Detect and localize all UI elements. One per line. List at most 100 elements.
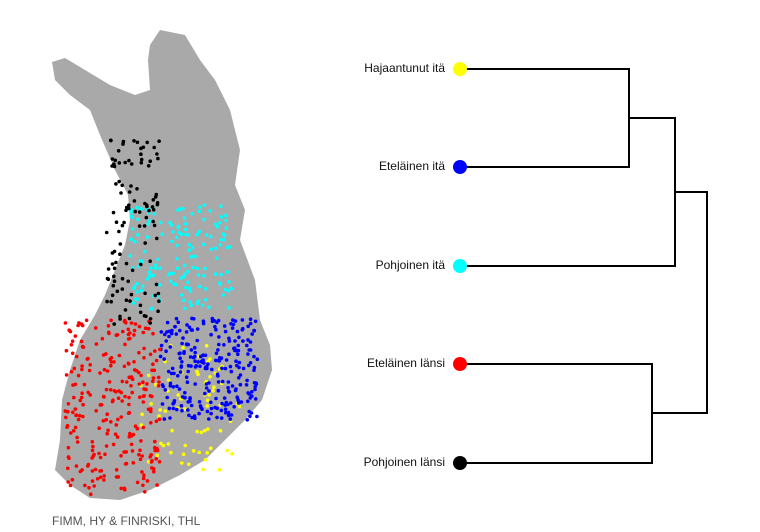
map-dot bbox=[91, 454, 96, 458]
map-dot bbox=[152, 223, 157, 228]
map-dot bbox=[140, 412, 144, 417]
map-dot bbox=[190, 245, 195, 250]
map-dot bbox=[117, 161, 122, 165]
map-dot bbox=[222, 233, 227, 238]
map-dot bbox=[225, 448, 229, 453]
map-dot bbox=[67, 456, 71, 461]
map-dot bbox=[144, 314, 148, 319]
map-dot bbox=[195, 338, 199, 343]
map-dot bbox=[181, 336, 185, 340]
map-dot bbox=[117, 389, 121, 393]
map-dot bbox=[176, 393, 180, 397]
map-dot bbox=[144, 387, 148, 392]
map-dot bbox=[63, 321, 68, 325]
map-dot bbox=[112, 266, 117, 271]
map-dot bbox=[145, 140, 149, 145]
map-dot bbox=[182, 263, 187, 268]
map-dot bbox=[98, 455, 103, 460]
map-dot bbox=[201, 467, 205, 472]
map-dot bbox=[146, 373, 151, 378]
map-dot bbox=[223, 366, 228, 371]
map-dot bbox=[106, 267, 111, 271]
map-dot bbox=[202, 428, 207, 433]
map-dot bbox=[129, 292, 134, 297]
map-dot bbox=[137, 350, 141, 355]
map-dot bbox=[252, 368, 256, 373]
map-dot bbox=[158, 347, 162, 352]
map-dot bbox=[111, 283, 116, 288]
map-dot bbox=[138, 448, 142, 453]
map-dot bbox=[229, 413, 234, 417]
map-dot bbox=[109, 299, 113, 304]
map-dot bbox=[178, 356, 182, 361]
map-dot bbox=[209, 411, 213, 416]
map-dot bbox=[132, 360, 136, 364]
map-dot bbox=[136, 217, 140, 222]
map-dot bbox=[135, 205, 140, 210]
map-dot bbox=[175, 384, 179, 389]
map-dot bbox=[140, 284, 145, 288]
map-dot bbox=[105, 299, 109, 304]
map-dot bbox=[79, 395, 84, 400]
map-dot bbox=[226, 410, 231, 415]
map-dot bbox=[141, 483, 145, 488]
map-dot bbox=[169, 331, 174, 336]
map-dot bbox=[238, 373, 243, 377]
map-dot bbox=[106, 428, 110, 433]
map-dot bbox=[180, 293, 184, 297]
map-dot bbox=[142, 356, 146, 360]
map-dot bbox=[90, 479, 95, 483]
map-dot bbox=[253, 385, 257, 389]
group-marker bbox=[453, 62, 467, 76]
map-dot bbox=[114, 423, 119, 427]
map-dot bbox=[183, 390, 187, 395]
map-dot bbox=[123, 308, 128, 312]
map-dot bbox=[124, 261, 129, 266]
map-dot bbox=[170, 223, 174, 227]
map-dot bbox=[178, 328, 182, 333]
map-dot bbox=[222, 396, 227, 400]
map-dot bbox=[77, 413, 82, 418]
map-dot bbox=[129, 208, 134, 212]
map-dot bbox=[120, 399, 124, 403]
map-dot bbox=[189, 348, 194, 352]
map-dot bbox=[154, 419, 159, 424]
map-dot bbox=[236, 352, 240, 357]
map-dot bbox=[69, 369, 74, 374]
map-dot bbox=[158, 266, 162, 271]
map-dot bbox=[157, 299, 161, 304]
map-dot bbox=[70, 339, 75, 344]
map-dot bbox=[130, 377, 135, 382]
map-dot bbox=[118, 252, 122, 256]
map-dot bbox=[237, 376, 241, 380]
map-dot bbox=[232, 405, 236, 409]
tree-lines bbox=[460, 68, 708, 464]
map-dot bbox=[76, 417, 81, 422]
map-dot bbox=[201, 242, 206, 247]
map-dot bbox=[181, 275, 186, 279]
map-dot bbox=[114, 475, 119, 479]
map-dot bbox=[148, 321, 152, 325]
map-dot bbox=[127, 395, 131, 400]
map-dot bbox=[174, 235, 179, 240]
map-dot bbox=[180, 408, 184, 413]
map-dot bbox=[174, 316, 179, 321]
map-dot bbox=[151, 208, 156, 212]
map-dot bbox=[113, 432, 118, 437]
map-dot bbox=[215, 406, 219, 411]
map-dot bbox=[223, 410, 228, 415]
map-dot bbox=[145, 382, 149, 386]
map-dot bbox=[236, 343, 241, 348]
map-dot bbox=[139, 157, 144, 162]
map-dot bbox=[66, 445, 71, 450]
map-dot bbox=[155, 483, 159, 487]
leaves: Hajaantunut itä Eteläinen itä Pohjoinen it… bbox=[364, 61, 467, 470]
map-dot bbox=[109, 138, 113, 143]
map-dot bbox=[187, 242, 192, 247]
map-dot bbox=[113, 158, 117, 163]
map-dot bbox=[75, 435, 79, 440]
map-dot bbox=[176, 320, 181, 325]
map-dot bbox=[71, 410, 75, 415]
map-dot bbox=[163, 332, 167, 337]
map-dot bbox=[212, 318, 216, 323]
